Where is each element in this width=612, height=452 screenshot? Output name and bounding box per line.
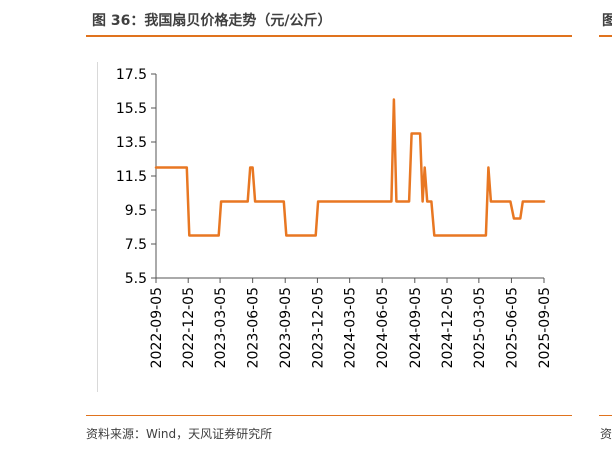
x-tick-label: 2022-12-05 xyxy=(181,287,197,368)
chart-axes xyxy=(155,74,544,279)
x-tick-labels: 2022-09-05 2022-12-05 2023-03-05 2023-06-05… xyxy=(149,278,553,368)
series-layer xyxy=(154,98,546,237)
adjacent-figure-title-fragment: 图 xyxy=(602,13,612,29)
source-note: 资料来源：Wind，天风证券研究所 xyxy=(86,427,273,441)
adjacent-title-underline xyxy=(599,35,612,37)
footer-rule xyxy=(86,415,572,416)
figure-title: 图 36：我国扇贝价格走势（元/公斤） xyxy=(92,13,332,29)
series-line-0 xyxy=(154,98,546,237)
x-tick-label: 2025-03-05 xyxy=(472,287,488,368)
adjacent-footer-rule xyxy=(599,415,612,416)
x-tick-label: 2023-12-05 xyxy=(310,287,326,368)
y-tick-label: 11.5 xyxy=(116,169,147,185)
x-tick-label: 2024-09-05 xyxy=(408,287,424,368)
x-tick-label: 2024-06-05 xyxy=(375,287,391,368)
y-tick-label: 5.5 xyxy=(125,271,147,287)
x-tick-label: 2024-03-05 xyxy=(343,287,359,368)
x-tick-label: 2022-09-05 xyxy=(149,287,165,368)
y-tick-label: 9.5 xyxy=(125,203,147,219)
chart-left-border xyxy=(97,62,98,392)
title-underline xyxy=(86,35,572,37)
y-tick-label: 15.5 xyxy=(116,101,147,117)
x-tick-label: 2024-12-05 xyxy=(440,287,456,368)
x-tick-label: 2025-06-05 xyxy=(504,287,520,368)
adjacent-source-fragment: 资 xyxy=(600,427,612,441)
x-tick-label: 2023-06-05 xyxy=(246,287,262,368)
y-tick-label: 13.5 xyxy=(116,135,147,151)
y-tick-label: 7.5 xyxy=(125,237,147,253)
x-tick-label: 2025-09-05 xyxy=(537,287,553,368)
y-tick-label: 17.5 xyxy=(116,67,147,83)
x-tick-label: 2023-03-05 xyxy=(213,287,229,368)
x-tick-label: 2023-09-05 xyxy=(278,287,294,368)
y-tick-labels: 5.5 7.5 9.5 11.5 13.5 15.5 17.5 xyxy=(116,67,156,287)
